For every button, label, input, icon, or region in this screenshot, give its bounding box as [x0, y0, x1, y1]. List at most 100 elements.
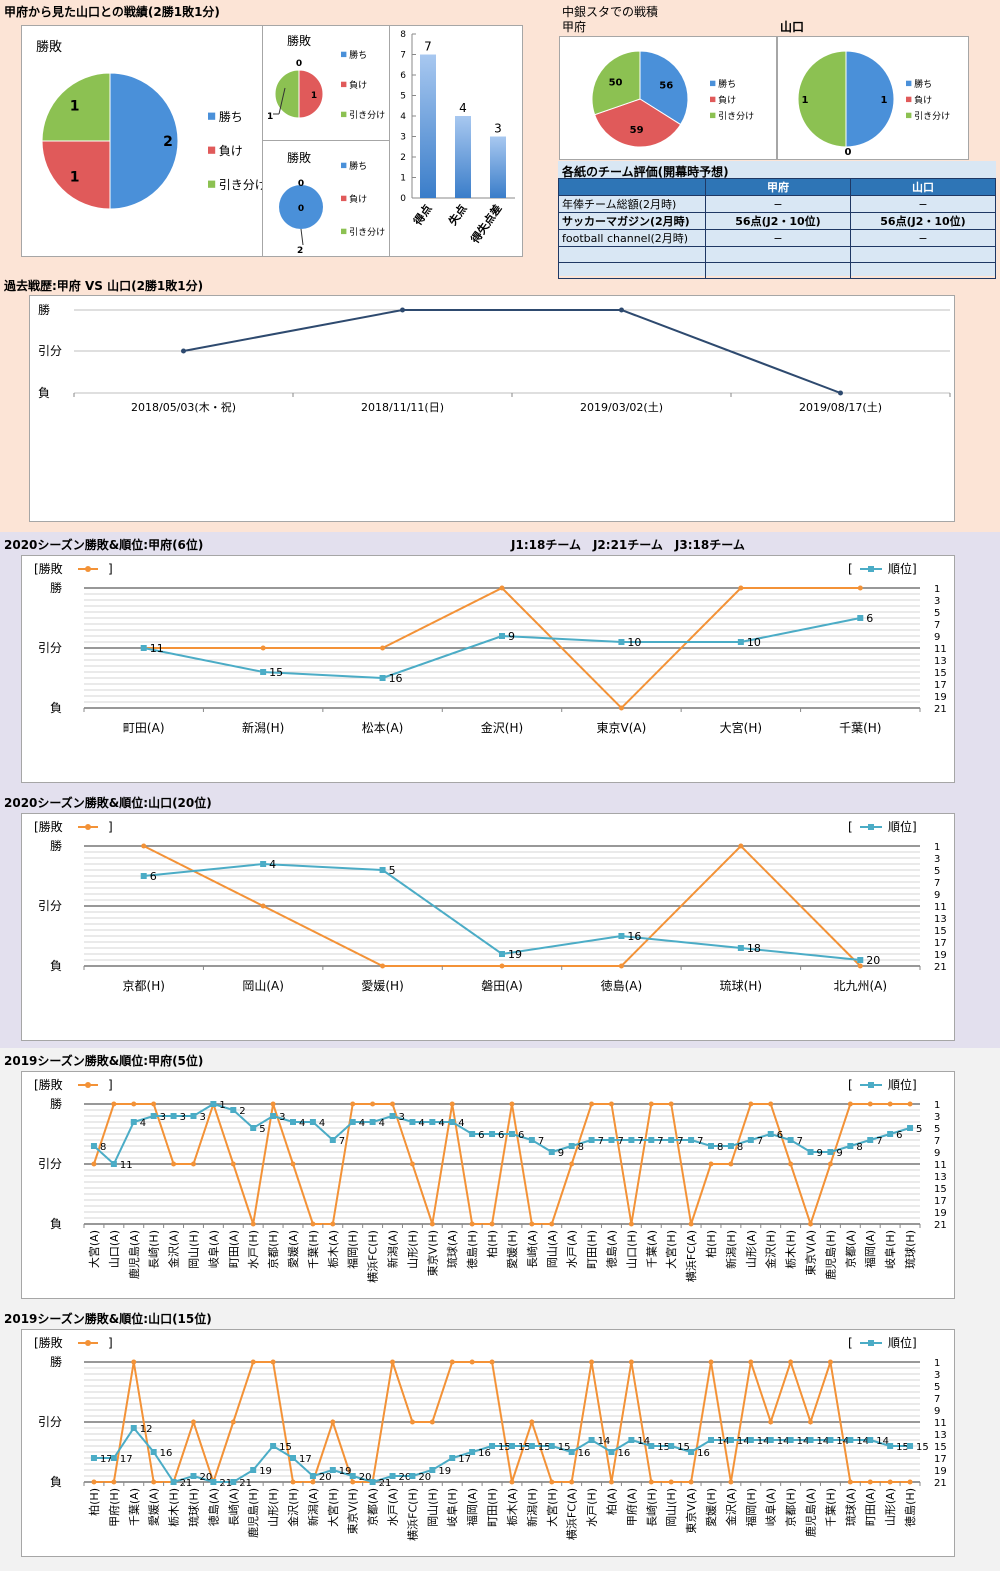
x-category: 新潟(A) [306, 1488, 320, 1526]
rank-point [787, 1137, 794, 1143]
rank-point [90, 1455, 97, 1461]
x-category: 金沢(H) [481, 720, 523, 735]
rank-point [767, 1437, 774, 1443]
x-category: 長崎(H) [147, 1230, 161, 1269]
x-category: 福岡(A) [863, 1230, 877, 1268]
rank-point [150, 1113, 157, 1119]
rank-value: 18 [747, 942, 761, 955]
result-point [469, 1359, 475, 1365]
rank-value: 7 [757, 1136, 763, 1147]
result-point [847, 1479, 853, 1485]
result-point [190, 1419, 196, 1425]
result-point [489, 1221, 495, 1227]
result-point [250, 1221, 256, 1227]
goal-bar-tick-label: 4 [400, 112, 406, 122]
result-point [827, 1161, 833, 1167]
rank-point [767, 1131, 774, 1137]
small-pie2-label: 0 [298, 204, 304, 214]
history-ylabel: 勝 [38, 302, 50, 317]
result-point [648, 1101, 654, 1107]
rank-point [688, 1137, 695, 1143]
goal-bar-tick-label: 2 [400, 153, 406, 163]
rank-value: 7 [617, 1136, 623, 1147]
x-category: 愛媛(H) [505, 1230, 519, 1269]
rank-value: 17 [458, 1454, 471, 1465]
rank-value: 17 [299, 1454, 312, 1465]
x-category: 町田(A) [123, 721, 165, 735]
rank-value: 14 [876, 1436, 889, 1447]
result-point [768, 1419, 774, 1425]
rank-value: 15 [677, 1442, 690, 1453]
result-point [768, 1101, 774, 1107]
rank-value: 7 [876, 1136, 882, 1147]
result-point [549, 1221, 555, 1227]
result-point [907, 1101, 913, 1107]
x-category: 岡山(A) [546, 1230, 559, 1268]
x-category: 栃木(H) [167, 1488, 181, 1527]
ratings-cell: football channel(2月時) [558, 229, 706, 247]
rank-tick: 1 [934, 1358, 940, 1369]
goal-bar-tick-label: 8 [400, 30, 406, 40]
rank-point [369, 1119, 376, 1125]
x-category: 東京V(A) [804, 1230, 818, 1276]
rank-point [150, 1449, 157, 1455]
goal-bar-tick-label: 3 [400, 133, 406, 143]
ratings-cell [558, 262, 706, 279]
result-tick: 勝 [50, 1096, 62, 1111]
rank-value: 21 [379, 1478, 392, 1489]
result-point [688, 1479, 694, 1485]
rank-value: 9 [817, 1148, 823, 1159]
small-pie1-slice [274, 69, 300, 119]
result-point [380, 963, 386, 969]
result-point [151, 1479, 157, 1485]
x-category: 大宮(H) [720, 720, 762, 735]
goal-bar-tick-label: 0 [400, 194, 406, 204]
x-category: 山形(A) [884, 1488, 897, 1526]
goal-bar-bar [420, 54, 436, 198]
x-category: 金沢(H) [764, 1230, 778, 1269]
ratings-header-row: 甲府 山口 [558, 178, 996, 196]
kofu-stadium-legend-label: 勝ち [718, 78, 736, 90]
rank-value: 7 [339, 1136, 345, 1147]
small-pie2-legend-swatch [341, 162, 347, 169]
result-point [380, 645, 386, 651]
result-point [230, 1161, 236, 1167]
rank-point [170, 1479, 177, 1485]
rank-tick: 3 [934, 1370, 940, 1381]
result-point [390, 1359, 396, 1365]
result-point [260, 903, 266, 909]
result-line [93, 1358, 911, 1486]
x-category: 町田(H) [486, 1488, 499, 1527]
x-category: 大宮(H) [326, 1488, 340, 1527]
rank-point [648, 1137, 655, 1143]
rank-value: 6 [478, 1130, 484, 1141]
main-pie-legend-label: 負け [219, 144, 243, 158]
result-point [449, 1101, 455, 1107]
legend-rank-marker [868, 566, 874, 572]
x-category: 金沢(A) [167, 1230, 181, 1268]
rank-point [409, 1473, 416, 1479]
x-category: 山形(A) [745, 1230, 758, 1268]
small-pie2-legend-label: 負け [349, 193, 367, 205]
legend-rank-open: [ [848, 1078, 853, 1092]
x-category: 徳島(A) [604, 1230, 618, 1268]
yama-stadium-value: 1 [802, 95, 809, 106]
ratings-cell [558, 246, 706, 263]
rank-point [429, 1467, 436, 1473]
result-tick: 引分 [38, 641, 62, 655]
rank-value: 5 [389, 864, 396, 877]
rank-value: 11 [150, 642, 164, 655]
rank-tick: 19 [934, 1466, 947, 1477]
ratings-cell [850, 246, 996, 263]
main-pie-slice [41, 140, 111, 210]
result-point [708, 1359, 714, 1365]
result-point [151, 1101, 157, 1107]
result-point [847, 1101, 853, 1107]
legend-rank-label: 順位] [888, 819, 917, 834]
x-category: 横浜FC(H) [405, 1488, 419, 1541]
x-category: 福岡(H) [744, 1488, 758, 1527]
x-category: 甲府(A) [624, 1488, 638, 1526]
result-point [827, 1359, 833, 1365]
rank-tick: 19 [934, 950, 947, 961]
result-point [429, 1221, 435, 1227]
